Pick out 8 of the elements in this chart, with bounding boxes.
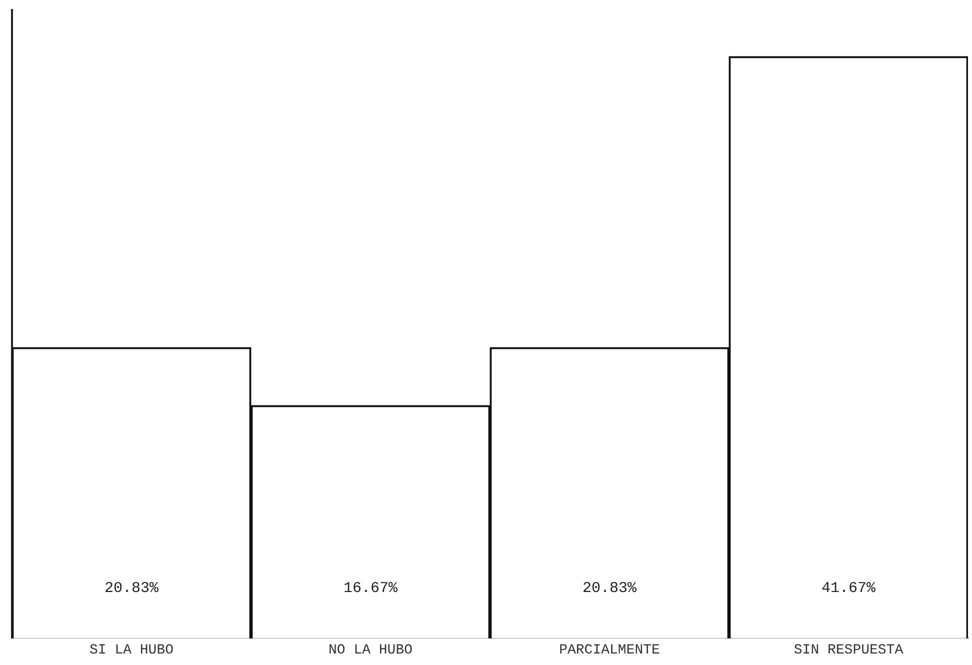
data-label: 20.83%	[582, 580, 638, 598]
x-tick-label: SI LA HUBO	[89, 642, 174, 658]
data-label: 41.67%	[821, 580, 876, 598]
x-tick-label: NO LA HUBO	[328, 642, 413, 658]
data-label: 16.67%	[343, 580, 398, 598]
x-tick-label: SIN RESPUESTA	[794, 642, 904, 658]
data-label: 20.83%	[104, 580, 160, 598]
x-tick-label: PARCIALMENTE	[559, 642, 660, 658]
